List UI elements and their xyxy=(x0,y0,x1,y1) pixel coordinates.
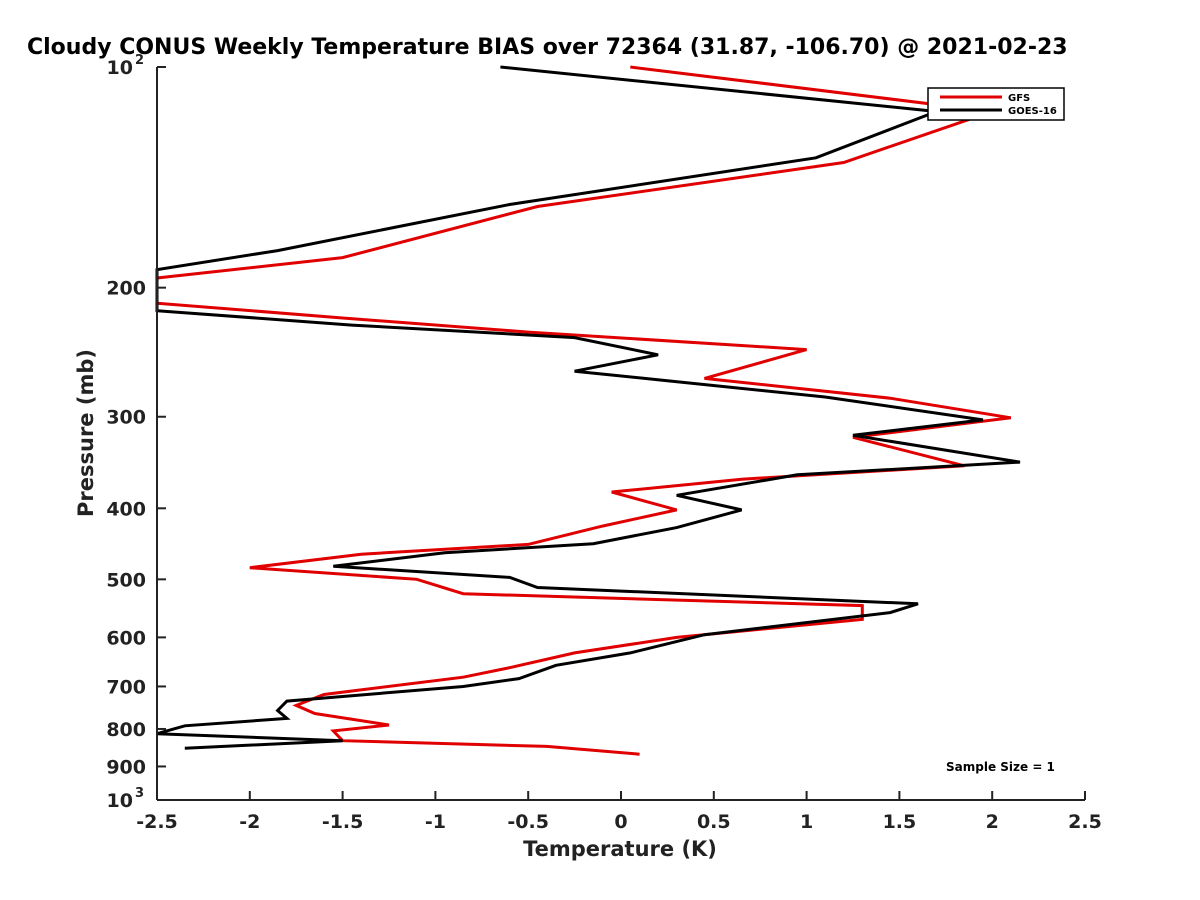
y-tick-label: 700 xyxy=(106,676,146,698)
y-tick-label-base: 10 xyxy=(107,790,133,812)
legend-label-0: GFS xyxy=(1008,93,1030,104)
series-line-1 xyxy=(155,65,1021,750)
x-tick-label: 1 xyxy=(800,811,813,833)
x-tick-label: -0.5 xyxy=(507,811,549,833)
legend-box xyxy=(927,87,1065,121)
x-tick-label: 1.5 xyxy=(883,811,917,833)
x-tick-label: 0.5 xyxy=(697,811,731,833)
y-tick-label: 600 xyxy=(106,627,146,649)
y-tick-label: 900 xyxy=(106,756,146,778)
y-tick-label-base: 10 xyxy=(107,57,133,79)
y-tick-label-exponent: 3 xyxy=(135,786,144,801)
x-axis-ticks: -2.5 -2 -1.5 -1 -0.5 0 0.5 1 1.5 2 2.5 xyxy=(136,791,1102,833)
axes xyxy=(156,67,1085,801)
x-axis-label: Temperature (K) xyxy=(523,837,717,861)
series-line-0 xyxy=(155,65,1012,756)
y-tick-label-exponent: 2 xyxy=(135,53,144,68)
y-tick-label: 400 xyxy=(106,498,146,520)
y-tick-label: 800 xyxy=(106,719,146,741)
y-tick-label: 500 xyxy=(106,569,146,591)
plot-lines xyxy=(155,65,1021,756)
x-tick-label: -1.5 xyxy=(322,811,364,833)
legend-label-1: GOES-16 xyxy=(1008,106,1057,117)
legend: GFS GOES-16 xyxy=(927,87,1065,121)
sample-size-annotation: Sample Size = 1 xyxy=(946,760,1055,774)
y-axis-label: Pressure (mb) xyxy=(74,349,98,517)
chart-title: Cloudy CONUS Weekly Temperature BIAS ove… xyxy=(27,35,1068,60)
y-tick-label: 200 xyxy=(106,278,146,300)
x-tick-label: 0 xyxy=(614,811,627,833)
x-tick-label: -1 xyxy=(425,811,446,833)
x-tick-label: -2 xyxy=(239,811,260,833)
x-tick-label: 2 xyxy=(986,811,999,833)
x-tick-label: -2.5 xyxy=(136,811,178,833)
y-tick-label: 300 xyxy=(106,407,146,429)
x-tick-label: 2.5 xyxy=(1068,811,1102,833)
